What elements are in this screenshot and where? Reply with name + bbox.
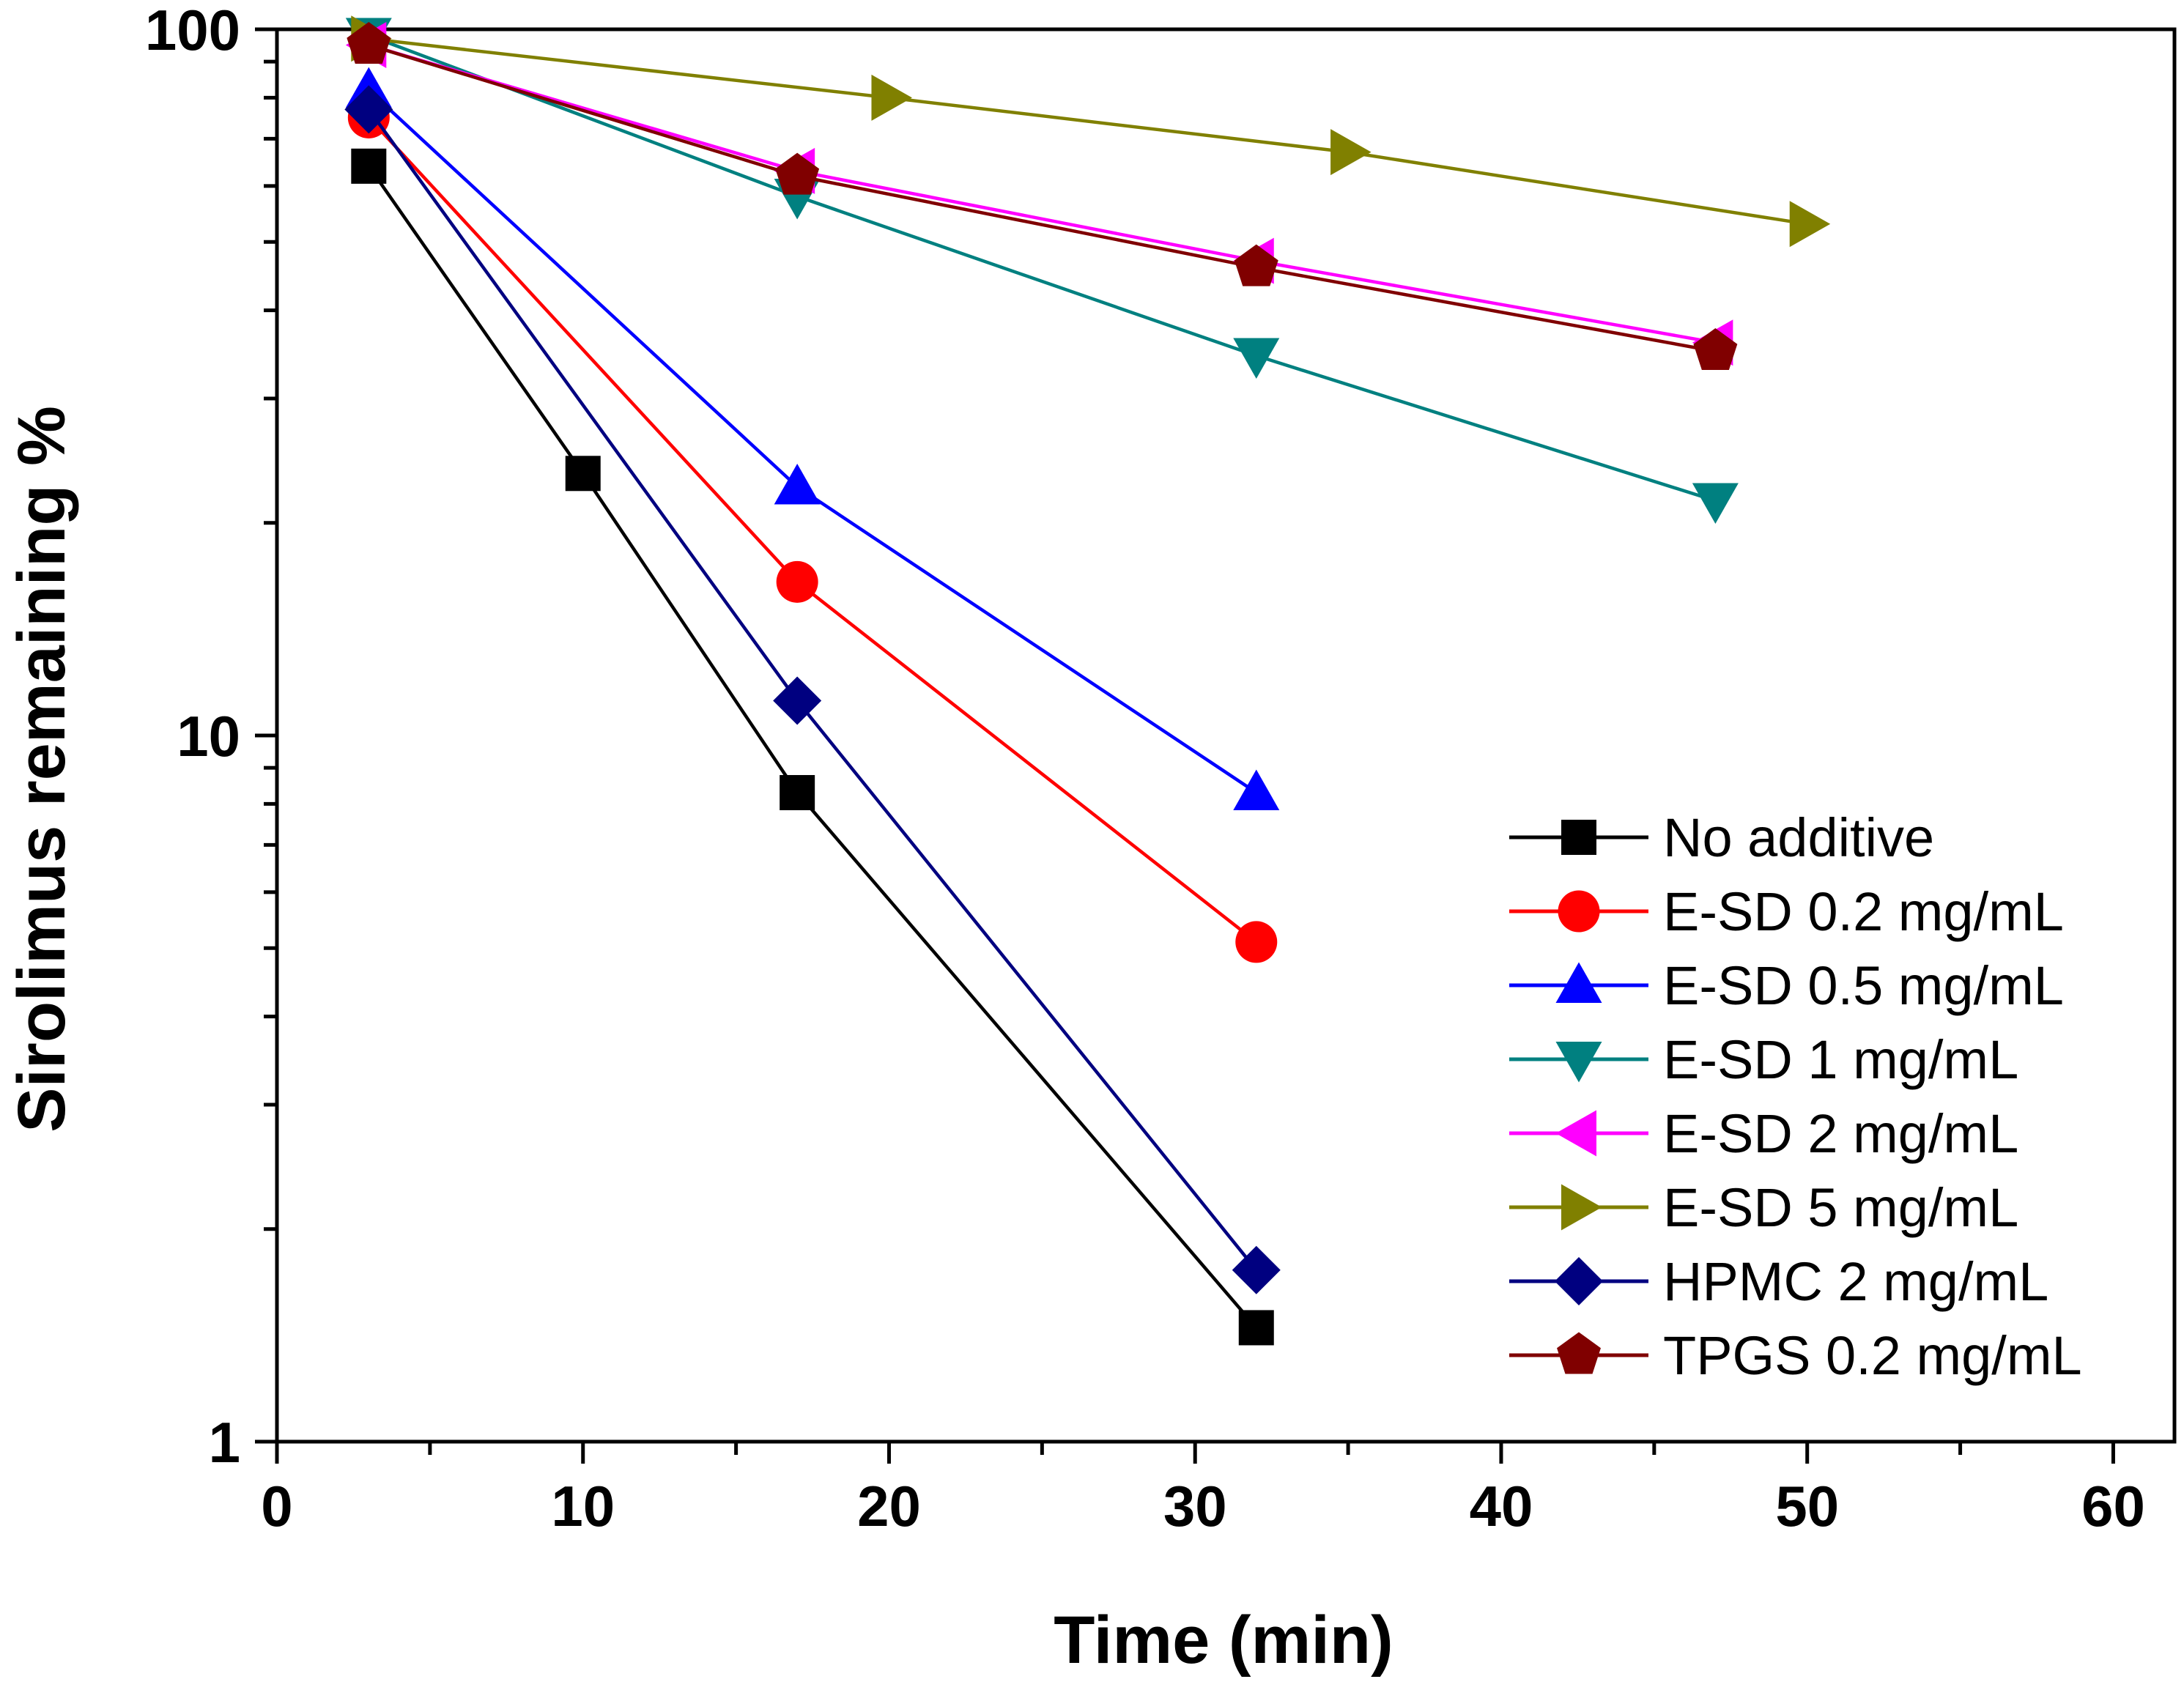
data-point — [1233, 769, 1280, 811]
legend-item: E-SD 5 mg/mL — [1509, 1177, 2018, 1238]
legend-marker — [1561, 820, 1596, 855]
x-tick-label: 10 — [551, 1474, 615, 1538]
legend-item: TPGS 0.2 mg/mL — [1509, 1325, 2082, 1386]
y-tick-label: 10 — [177, 704, 240, 768]
legend-label: TPGS 0.2 mg/mL — [1663, 1325, 2082, 1386]
x-tick-label: 60 — [2081, 1474, 2145, 1538]
legend-marker — [1557, 1332, 1601, 1374]
x-tick-label: 50 — [1775, 1474, 1839, 1538]
series-e-sd-0-5-mg-ml — [345, 67, 1280, 811]
data-point — [1789, 201, 1831, 248]
data-point — [774, 463, 821, 505]
legend-marker — [1558, 890, 1600, 933]
legend-label: No additive — [1663, 807, 1934, 868]
series-no-additive — [351, 148, 1274, 1346]
series-e-sd-5-mg-ml — [351, 15, 1831, 248]
y-tick-label: 100 — [145, 0, 240, 62]
data-point — [1232, 1245, 1281, 1294]
legend-item: No additive — [1509, 807, 1934, 868]
series-line — [368, 43, 1716, 353]
legend-label: E-SD 0.2 mg/mL — [1663, 881, 2064, 942]
data-point — [780, 775, 815, 811]
data-point — [1235, 921, 1278, 963]
data-point — [1233, 338, 1280, 379]
data-point — [1693, 328, 1738, 371]
data-point — [1238, 1310, 1274, 1346]
data-point — [1692, 483, 1739, 525]
x-tick-label: 0 — [261, 1474, 292, 1538]
data-point — [1330, 129, 1372, 176]
series-line — [367, 165, 1258, 1329]
legend: No additive E-SD 0.2 mg/mL E-SD 0.5 mg/mL E… — [1509, 807, 2082, 1386]
legend-label: E-SD 1 mg/mL — [1663, 1029, 2018, 1090]
series-line — [367, 108, 1258, 1272]
data-point — [344, 85, 393, 134]
legend-label: E-SD 5 mg/mL — [1663, 1177, 2018, 1238]
legend-marker — [1555, 1042, 1602, 1083]
series-line — [369, 37, 1808, 226]
series-line — [367, 89, 1258, 794]
series-line — [368, 43, 1716, 344]
series-hpmc-2-mg-ml — [344, 85, 1281, 1294]
data-point — [776, 560, 818, 603]
legend-label: E-SD 0.5 mg/mL — [1663, 955, 2064, 1016]
axes: 0 10 20 30 40 50 60 1 10 100 — [145, 0, 2177, 1538]
x-tick-label: 30 — [1163, 1474, 1227, 1538]
legend-marker — [1555, 1257, 1603, 1305]
x-tick-label: 40 — [1470, 1474, 1533, 1538]
data-point — [351, 148, 387, 184]
legend-item: HPMC 2 mg/mL — [1509, 1251, 2048, 1312]
y-tick-label: 1 — [209, 1410, 240, 1475]
series-e-sd-2-mg-ml — [345, 21, 1733, 366]
series-e-sd-1-mg-ml — [345, 18, 1739, 525]
data-point — [871, 74, 912, 121]
data-point — [775, 152, 820, 195]
x-tick-label: 20 — [857, 1474, 921, 1538]
series-layer — [344, 15, 1831, 1346]
series-tpgs-0-2-mg-ml — [347, 21, 1738, 371]
series-e-sd-0-2-mg-ml — [347, 96, 1278, 963]
legend-marker — [1555, 962, 1602, 1003]
legend-marker — [1555, 1110, 1596, 1157]
y-axis-title: Sirolimus remaining % — [4, 406, 79, 1133]
legend-marker — [1561, 1184, 1602, 1231]
legend-label: HPMC 2 mg/mL — [1663, 1251, 2048, 1312]
data-point — [773, 676, 822, 725]
data-point — [565, 456, 601, 492]
legend-item: E-SD 2 mg/mL — [1509, 1103, 2018, 1164]
data-point — [1234, 244, 1278, 286]
data-point — [347, 21, 391, 64]
series-line — [368, 34, 1717, 503]
legend-item: E-SD 0.5 mg/mL — [1509, 955, 2064, 1016]
legend-item: E-SD 1 mg/mL — [1509, 1029, 2018, 1090]
legend-label: E-SD 2 mg/mL — [1663, 1103, 2018, 1164]
x-axis-title: Time (min) — [1054, 1603, 1393, 1678]
legend-item: E-SD 0.2 mg/mL — [1509, 881, 2064, 942]
